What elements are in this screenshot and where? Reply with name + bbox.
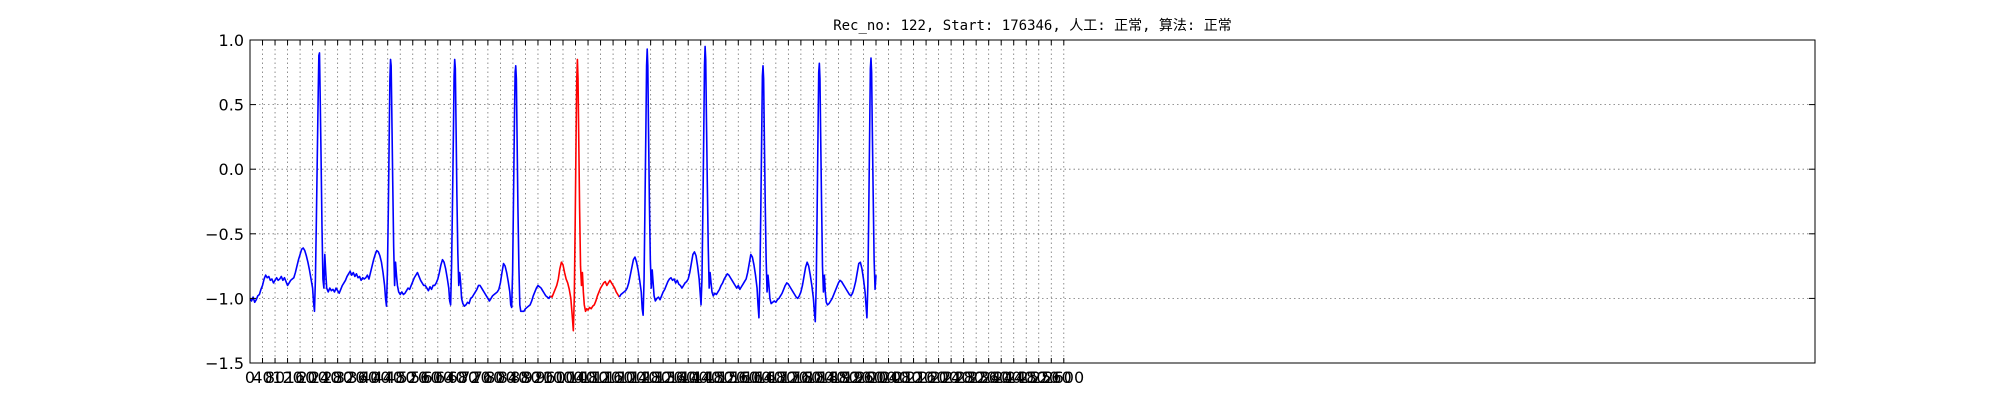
x-tick-label: 320 — [335, 368, 366, 387]
grid-lines — [249, 39, 1815, 364]
x-tick-label: 1480 — [693, 368, 734, 387]
x-tick-label: 1040 — [555, 368, 596, 387]
y-tick-label: 0.5 — [219, 96, 244, 115]
x-tick-label: 40 — [252, 368, 272, 387]
x-tick-label: 960 — [535, 368, 566, 387]
x-tick-label: 1640 — [743, 368, 784, 387]
x-tick-label: 1920 — [831, 368, 872, 387]
x-tick-label: 1080 — [568, 368, 609, 387]
x-tick-label: 0 — [245, 368, 255, 387]
x-tick-label: 2520 — [1018, 368, 1059, 387]
ecg-series-line-annotated-beat — [549, 58, 621, 332]
x-tick-label: 2000 — [856, 368, 897, 387]
x-tick-label: 1800 — [793, 368, 834, 387]
x-tick-label: 1880 — [818, 368, 859, 387]
x-tick-label: 160 — [285, 368, 316, 387]
axes-frame — [249, 39, 1816, 364]
x-tick-label: 800 — [485, 368, 516, 387]
chart-title: Rec_no: 122, Start: 176346, 人工: 正常, 算法: … — [833, 18, 1232, 34]
x-tick-label: 1840 — [806, 368, 847, 387]
x-tick-label: 560 — [410, 368, 441, 387]
x-tick-label: 440 — [372, 368, 403, 387]
x-tick-label: 1000 — [543, 368, 584, 387]
x-tick-label: 680 — [448, 368, 479, 387]
x-tick-label: 1760 — [781, 368, 822, 387]
x-tick-label: 600 — [423, 368, 454, 387]
ecg-series-line-normal-before — [249, 52, 552, 313]
x-tick-label: 1720 — [768, 368, 809, 387]
x-tick-label: 280 — [322, 368, 353, 387]
x-tick-label: 400 — [360, 368, 391, 387]
x-tick-label: 2320 — [956, 368, 997, 387]
ecg-series-group — [249, 45, 877, 332]
x-tick-label: 2600 — [1043, 368, 1084, 387]
x-tick-label: 120 — [272, 368, 303, 387]
x-tick-label: 200 — [297, 368, 328, 387]
x-tick-label: 2360 — [968, 368, 1009, 387]
x-tick-label: 480 — [385, 368, 416, 387]
x-tick-label: 2560 — [1031, 368, 1072, 387]
y-tick-label: 0.0 — [219, 160, 244, 179]
x-tick-label: 2480 — [1006, 368, 1047, 387]
x-tick-label: 880 — [510, 368, 541, 387]
x-tick-label: 520 — [397, 368, 428, 387]
x-axis-ticks: 0408012016020024028032036040044048052056… — [245, 40, 1084, 387]
ecg-series-line-normal-after — [618, 45, 877, 323]
x-tick-label: 1200 — [605, 368, 646, 387]
x-tick-label: 1400 — [668, 368, 709, 387]
x-tick-label: 1680 — [755, 368, 796, 387]
x-tick-label: 1960 — [843, 368, 884, 387]
x-tick-label: 2080 — [881, 368, 922, 387]
x-tick-label: 2440 — [993, 368, 1034, 387]
x-tick-label: 920 — [523, 368, 554, 387]
y-tick-label: 1.0 — [219, 31, 244, 50]
x-tick-label: 80 — [265, 368, 285, 387]
x-tick-label: 840 — [498, 368, 529, 387]
x-tick-label: 240 — [310, 368, 341, 387]
x-tick-label: 2160 — [906, 368, 947, 387]
y-axis-ticks: 1.0 0.5 0.0 −0.5 −1.0 −1.5 — [205, 31, 1815, 373]
x-tick-label: 2120 — [893, 368, 934, 387]
x-tick-label: 360 — [347, 368, 378, 387]
y-tick-label: −1.5 — [205, 354, 244, 373]
x-tick-label: 1360 — [655, 368, 696, 387]
x-tick-label: 2200 — [918, 368, 959, 387]
x-tick-label: 1520 — [705, 368, 746, 387]
x-tick-label: 1280 — [630, 368, 671, 387]
x-tick-label: 1160 — [593, 368, 634, 387]
x-tick-label: 1320 — [643, 368, 684, 387]
x-tick-label: 1120 — [580, 368, 621, 387]
x-tick-label: 1600 — [730, 368, 771, 387]
x-tick-label: 760 — [473, 368, 504, 387]
x-tick-label: 2400 — [981, 368, 1022, 387]
x-tick-label: 2040 — [868, 368, 909, 387]
x-tick-label: 2280 — [943, 368, 984, 387]
x-tick-label: 640 — [435, 368, 466, 387]
y-tick-label: −0.5 — [205, 225, 244, 244]
y-tick-label: −1.0 — [205, 289, 244, 308]
x-tick-label: 1440 — [680, 368, 721, 387]
x-tick-label: 1560 — [718, 368, 759, 387]
x-tick-label: 720 — [460, 368, 491, 387]
x-tick-label: 2240 — [931, 368, 972, 387]
x-tick-label: 1240 — [618, 368, 659, 387]
